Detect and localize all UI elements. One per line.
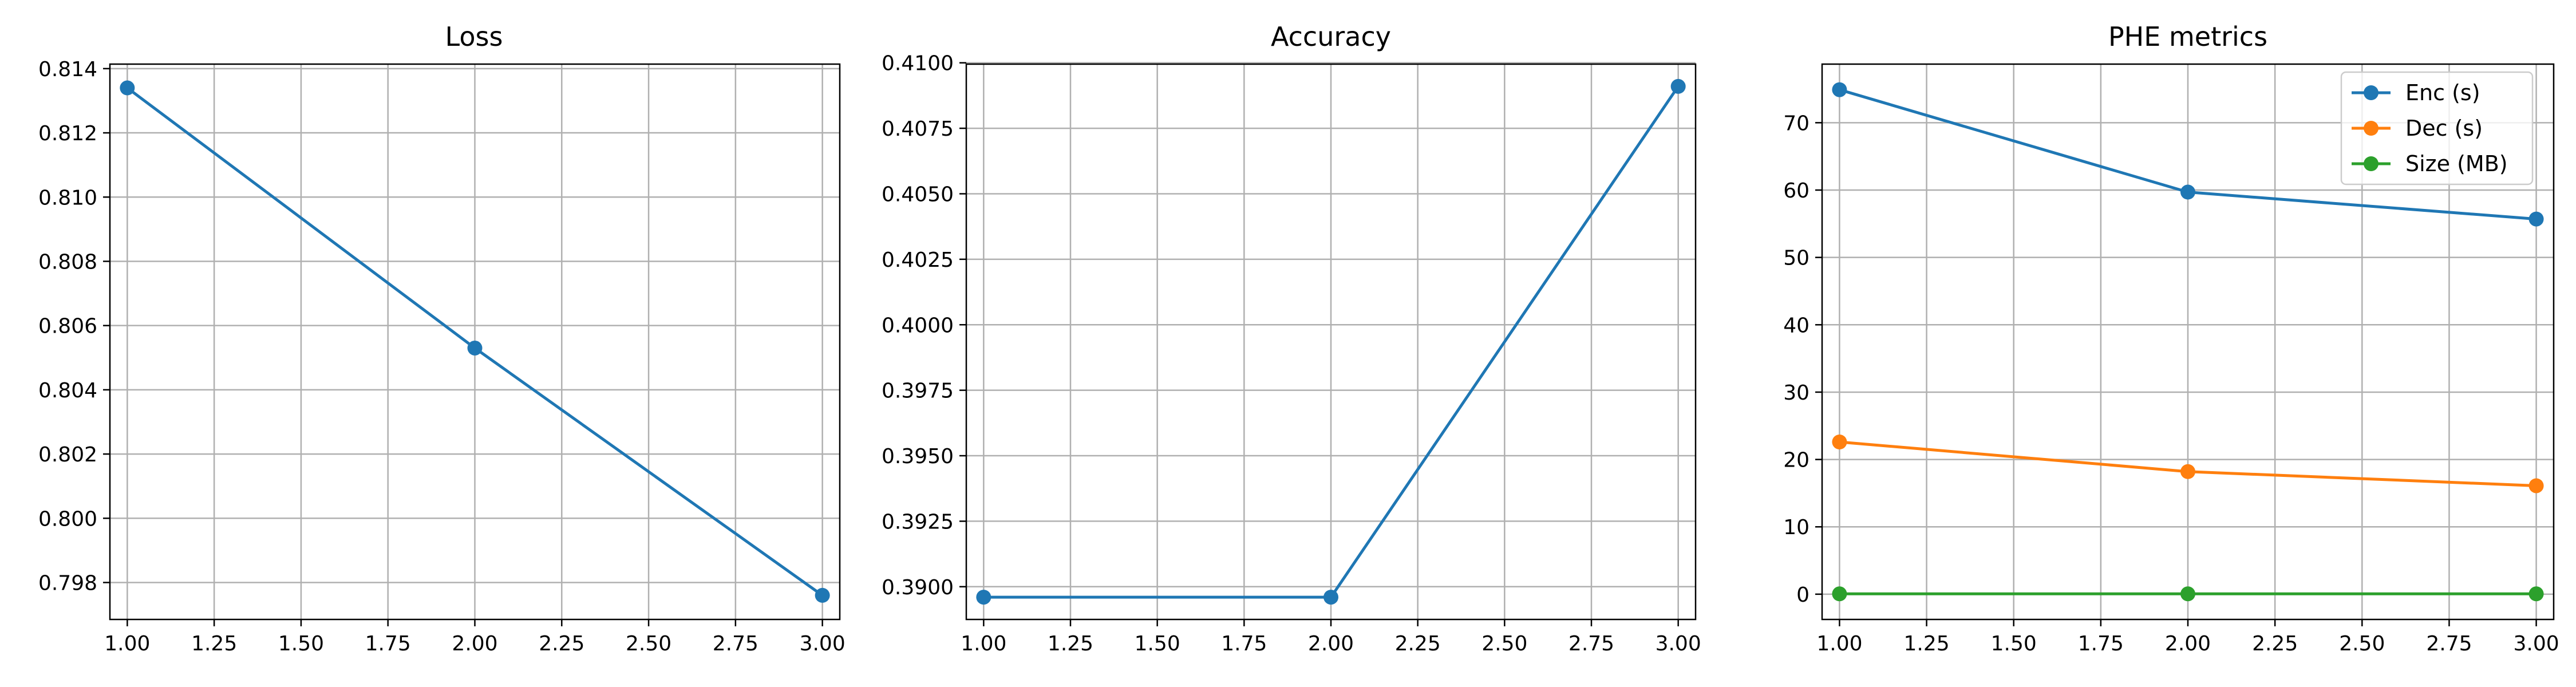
accuracy-y-tick-label: 0.4050 bbox=[882, 183, 954, 206]
legend-label: Enc (s) bbox=[2405, 80, 2480, 105]
accuracy-x-tick-label: 1.50 bbox=[1135, 632, 1180, 656]
accuracy-x-tick-label: 2.25 bbox=[1395, 632, 1441, 656]
legend-marker-swatch bbox=[2364, 85, 2379, 100]
loss-x-tick-label: 2.25 bbox=[539, 632, 584, 656]
accuracy-x-tick-label: 2.00 bbox=[1308, 632, 1354, 656]
phe-metrics-data-point-dec-s bbox=[1832, 435, 1847, 449]
accuracy-y-tick-label: 0.3975 bbox=[882, 380, 954, 403]
loss-y-tick-label: 0.812 bbox=[38, 122, 97, 145]
loss-x-tick-label: 1.25 bbox=[191, 632, 237, 656]
loss-y-tick-label: 0.814 bbox=[38, 58, 97, 81]
legend-marker-swatch bbox=[2364, 156, 2379, 171]
loss-data-point-loss bbox=[120, 80, 135, 96]
phe-metrics-data-point-dec-s bbox=[2180, 464, 2195, 479]
loss-x-tick-label: 1.50 bbox=[278, 632, 324, 656]
loss-y-tick-label: 0.804 bbox=[38, 379, 97, 402]
phe-metrics-x-tick-label: 1.75 bbox=[2078, 632, 2124, 656]
subplot-phe-metrics: PHE metrics 1.00 1.25 1.50 1.75 2.00 2.25 2.50… bbox=[1783, 21, 2559, 656]
phe-metrics-data-point-size-mb bbox=[2528, 586, 2544, 602]
phe-metrics-y-tick-label: 50 bbox=[1783, 247, 1809, 270]
phe-metrics-y-tick-label: 40 bbox=[1783, 314, 1809, 337]
legend-marker-swatch bbox=[2364, 121, 2379, 136]
accuracy-x-tick-label: 1.00 bbox=[961, 632, 1006, 656]
accuracy-x-tick-label: 3.00 bbox=[1656, 632, 1701, 656]
loss-x-tick-label: 1.00 bbox=[104, 632, 150, 656]
accuracy-data-point-accuracy bbox=[1670, 78, 1686, 94]
phe-metrics-chart-title: PHE metrics bbox=[2108, 21, 2267, 52]
accuracy-y-tick-label: 0.4025 bbox=[882, 248, 954, 272]
legend: Enc (s) Dec (s) Size (MB) bbox=[2340, 71, 2534, 185]
phe-metrics-y-tick-label: 20 bbox=[1783, 449, 1809, 472]
accuracy-x-tick-label: 1.75 bbox=[1221, 632, 1267, 656]
loss-data-point-loss bbox=[467, 340, 483, 356]
loss-y-tick-label: 0.798 bbox=[38, 571, 97, 595]
phe-metrics-x-tick-label: 1.00 bbox=[1816, 632, 1862, 656]
phe-metrics-x-tick-label: 2.00 bbox=[2165, 632, 2211, 656]
accuracy-y-tick-label: 0.4000 bbox=[882, 314, 954, 337]
phe-metrics-x-tick-label: 2.75 bbox=[2426, 632, 2472, 656]
loss-x-tick-label: 2.75 bbox=[713, 632, 758, 656]
phe-metrics-x-tick-label: 3.00 bbox=[2513, 632, 2559, 656]
loss-x-tick-label: 3.00 bbox=[800, 632, 846, 656]
phe-metrics-data-point-enc-s bbox=[2528, 211, 2544, 227]
accuracy-y-tick-label: 0.3900 bbox=[882, 576, 954, 599]
phe-metrics-y-tick-label: 0 bbox=[1796, 583, 1809, 607]
phe-metrics-x-tick-label: 1.25 bbox=[1903, 632, 1949, 656]
loss-y-tick-label: 0.810 bbox=[38, 186, 97, 210]
phe-metrics-data-point-enc-s bbox=[1832, 82, 1847, 97]
loss-y-tick-label: 0.808 bbox=[38, 250, 97, 274]
loss-chart-title: Loss bbox=[445, 21, 503, 52]
accuracy-y-tick-label: 0.3950 bbox=[882, 445, 954, 468]
accuracy-y-tick-label: 0.3925 bbox=[882, 510, 954, 534]
phe-metrics-x-tick-label: 2.50 bbox=[2339, 632, 2385, 656]
accuracy-y-tick-label: 0.4075 bbox=[882, 117, 954, 141]
loss-data-point-loss bbox=[815, 587, 830, 603]
accuracy-data-point-accuracy bbox=[1323, 590, 1338, 605]
subplot-loss: Loss 1.00 1.25 1.50 1.75 2.00 2.25 2.50 2.75 3.0… bbox=[38, 21, 846, 656]
phe-metrics-data-point-size-mb bbox=[1832, 586, 1847, 602]
phe-metrics-x-tick-label: 1.50 bbox=[1991, 632, 2037, 656]
phe-metrics-data-point-dec-s bbox=[2528, 478, 2544, 493]
legend-box bbox=[2340, 71, 2534, 185]
phe-metrics-y-tick-label: 10 bbox=[1783, 516, 1809, 539]
accuracy-x-tick-label: 2.75 bbox=[1568, 632, 1614, 656]
phe-metrics-data-point-size-mb bbox=[2180, 586, 2195, 602]
legend-label: Size (MB) bbox=[2405, 151, 2508, 176]
accuracy-x-tick-label: 2.50 bbox=[1481, 632, 1527, 656]
accuracy-x-tick-label: 1.25 bbox=[1048, 632, 1093, 656]
accuracy-chart-title: Accuracy bbox=[1271, 21, 1391, 52]
loss-x-tick-label: 1.75 bbox=[365, 632, 411, 656]
phe-metrics-x-tick-label: 2.25 bbox=[2252, 632, 2298, 656]
loss-y-tick-label: 0.806 bbox=[38, 315, 97, 338]
phe-metrics-y-tick-label: 70 bbox=[1783, 112, 1809, 135]
accuracy-data-point-accuracy bbox=[976, 590, 991, 605]
loss-x-tick-label: 2.50 bbox=[626, 632, 671, 656]
legend-label: Dec (s) bbox=[2405, 116, 2483, 141]
subplot-accuracy: Accuracy 1.00 1.25 1.50 1.75 2.00 2.25 2.50 2.7… bbox=[882, 21, 1701, 656]
loss-y-tick-label: 0.800 bbox=[38, 507, 97, 531]
phe-metrics-data-point-enc-s bbox=[2180, 184, 2195, 200]
loss-y-tick-label: 0.802 bbox=[38, 443, 97, 467]
phe-metrics-y-tick-label: 60 bbox=[1783, 179, 1809, 203]
accuracy-y-tick-label: 0.4100 bbox=[882, 52, 954, 76]
loss-x-tick-label: 2.00 bbox=[452, 632, 497, 656]
phe-metrics-y-tick-label: 30 bbox=[1783, 381, 1809, 405]
